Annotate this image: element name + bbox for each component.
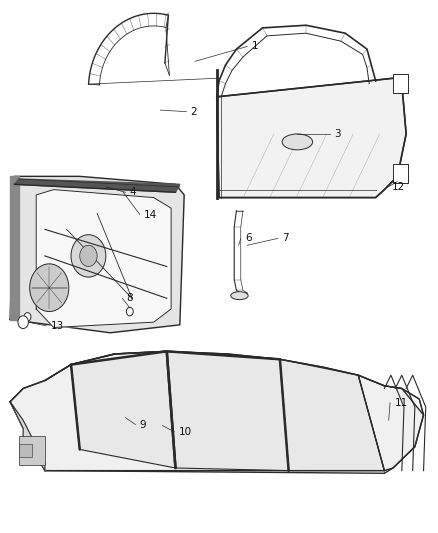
- Polygon shape: [10, 176, 19, 319]
- Text: 1: 1: [252, 42, 258, 52]
- Polygon shape: [10, 351, 424, 471]
- Polygon shape: [167, 351, 289, 471]
- Text: 4: 4: [130, 187, 136, 197]
- Polygon shape: [10, 176, 184, 333]
- Polygon shape: [71, 351, 176, 468]
- Text: 8: 8: [127, 293, 133, 303]
- Text: 9: 9: [140, 419, 146, 430]
- FancyBboxPatch shape: [393, 74, 408, 93]
- Text: 12: 12: [392, 182, 406, 192]
- Circle shape: [80, 245, 97, 266]
- Ellipse shape: [231, 292, 248, 300]
- FancyBboxPatch shape: [393, 164, 408, 183]
- Text: 6: 6: [245, 233, 252, 244]
- Circle shape: [71, 235, 106, 277]
- Polygon shape: [10, 402, 45, 471]
- Text: 13: 13: [50, 321, 64, 331]
- Text: 3: 3: [334, 129, 341, 139]
- Circle shape: [24, 313, 31, 321]
- Text: 11: 11: [394, 398, 408, 408]
- Circle shape: [30, 264, 69, 312]
- Text: 2: 2: [191, 107, 198, 117]
- Circle shape: [18, 316, 28, 328]
- Text: 7: 7: [282, 233, 289, 244]
- Bar: [19, 444, 32, 457]
- Polygon shape: [280, 359, 385, 471]
- Bar: [19, 436, 45, 465]
- Polygon shape: [36, 190, 171, 327]
- Polygon shape: [14, 179, 180, 192]
- Circle shape: [126, 308, 133, 316]
- Polygon shape: [217, 78, 406, 198]
- Ellipse shape: [282, 134, 313, 150]
- Text: 14: 14: [144, 209, 157, 220]
- Text: 10: 10: [179, 427, 192, 437]
